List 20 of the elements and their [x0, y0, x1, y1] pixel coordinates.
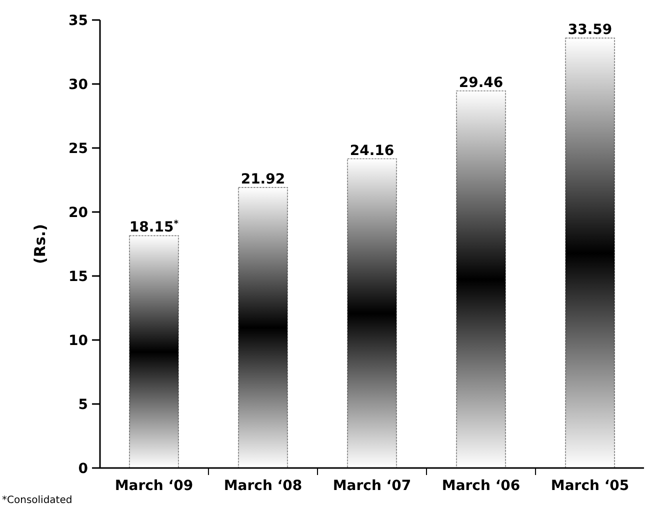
y-tick-label: 30 [68, 76, 88, 93]
text: *Consolidated [2, 495, 72, 506]
y-tick-label: 5 [78, 396, 88, 413]
y-tick-label: 35 [68, 12, 88, 29]
x-tick-label: March ‘05 [550, 478, 630, 494]
y-tick-label: 25 [68, 140, 88, 157]
x-tick-label: March ‘08 [224, 478, 302, 494]
data-label: 29.46 [458, 74, 504, 91]
x-tick-label: March ‘09 [114, 478, 194, 494]
y-tick-label: 20 [68, 204, 88, 221]
y-tick-label: 0 [78, 460, 88, 477]
y-axis-title: (Rs.) [31, 224, 49, 264]
data-label: 18.15$^{*}$ [129, 220, 179, 236]
data-label: 21.92 [240, 171, 286, 188]
data-label: 33.59 [568, 22, 612, 38]
x-tick-label: March ‘06 [442, 478, 520, 494]
x-tick-label: March ‘07 [332, 478, 412, 494]
data-label: 24.16 [350, 142, 394, 159]
y-tick-label: 10 [68, 332, 88, 349]
y-tick-label: 15 [68, 268, 88, 285]
